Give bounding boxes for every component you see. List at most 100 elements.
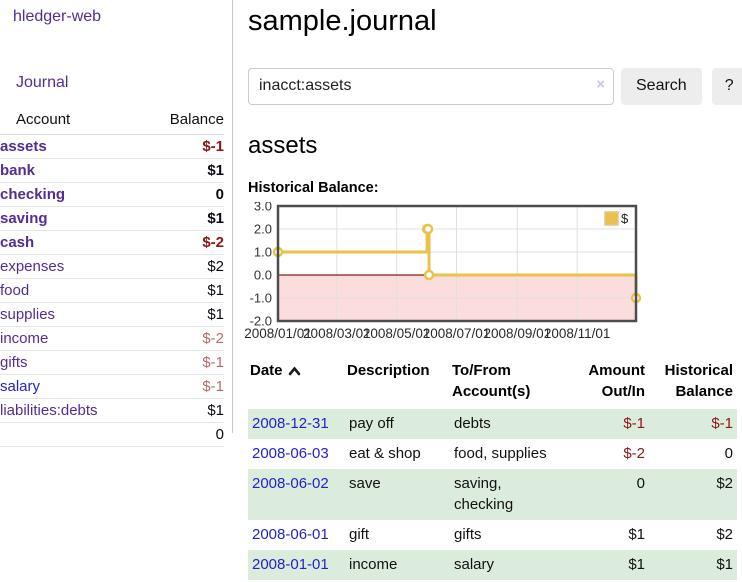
account-row: checking 0	[0, 182, 224, 207]
account-link-food[interactable]: food	[0, 282, 30, 299]
account-link-bank[interactable]: bank	[0, 162, 36, 179]
transaction-accounts: saving, checking	[454, 475, 514, 513]
account-link-income[interactable]: income	[0, 330, 49, 347]
account-balance: $-1	[143, 350, 224, 375]
account-link-salary[interactable]: salary	[0, 378, 41, 395]
account-balance: $-2	[143, 326, 224, 351]
y-tick-label: -2.0	[250, 314, 272, 329]
page-title: sample.journal	[248, 5, 437, 37]
transaction-row[interactable]: 2008-12-31 pay off debts $-1 $-1	[248, 408, 737, 440]
date-link[interactable]: 2008-01-01	[252, 556, 329, 574]
transaction-accounts: debts	[454, 414, 491, 432]
col-header-balance: Historical Balance	[664, 362, 733, 400]
account-row: liabilities:debts $1	[0, 398, 224, 423]
date-link[interactable]: 2008-06-02	[252, 475, 329, 493]
date-link[interactable]: 2008-06-03	[252, 445, 329, 463]
account-balance: $-2	[143, 230, 224, 255]
transaction-description: income	[349, 556, 398, 574]
transaction-accounts: salary	[454, 556, 495, 574]
transaction-description: pay off	[349, 414, 394, 432]
account-link-checking[interactable]: checking	[0, 186, 66, 203]
account-row: salary $-1	[0, 374, 224, 399]
sidebar: hledger-web Journal Account Balance asse…	[0, 0, 233, 447]
account-link-saving[interactable]: saving	[0, 210, 48, 227]
accounts-table-header-row: Account Balance	[0, 108, 224, 135]
account-balance: $2	[143, 254, 224, 279]
transaction-amount: $-2	[623, 445, 645, 463]
col-header-date[interactable]: Date	[248, 358, 345, 409]
accounts-total-row: 0	[0, 422, 224, 447]
legend-label: $	[621, 211, 629, 226]
accounts-header-account: Account	[0, 108, 144, 135]
transaction-amount: $1	[628, 556, 645, 574]
account-balance: $1	[143, 158, 224, 183]
search-box: ×	[248, 67, 614, 105]
account-row: saving $1	[0, 206, 224, 231]
transaction-row[interactable]: 2008-06-01 gift gifts $1 $2	[248, 520, 737, 550]
app-title-link[interactable]: hledger-web	[13, 8, 102, 25]
x-tick-label: 2008/11/01	[544, 326, 611, 341]
x-tick-label: 2008/03/01	[303, 326, 371, 341]
account-link-supplies[interactable]: supplies	[0, 306, 56, 323]
col-header-description: Description	[347, 362, 430, 380]
account-link-cash[interactable]: cash	[0, 234, 35, 251]
y-tick-label: -1.0	[250, 291, 272, 306]
accounts-table: Account Balance assets $-1 bank $1 checking 0…	[0, 108, 224, 447]
transaction-amount: 0	[636, 475, 645, 493]
clear-search-icon[interactable]: ×	[596, 75, 605, 93]
transaction-balance: 0	[724, 445, 733, 463]
data-point-marker	[423, 270, 435, 281]
transaction-accounts: food, supplies	[454, 445, 547, 463]
transaction-balance: $1	[716, 556, 733, 574]
account-row: food $1	[0, 278, 224, 303]
account-row: expenses $2	[0, 254, 224, 279]
transaction-amount: $1	[628, 525, 645, 543]
date-link[interactable]: 2008-12-31	[252, 414, 329, 432]
search-form: × Search ?	[248, 67, 742, 105]
date-link[interactable]: 2008-06-01	[252, 525, 329, 543]
main-content: sample.journal × Search ? assets Histori…	[244, 0, 742, 581]
transaction-description: gift	[349, 525, 370, 543]
account-balance: $1	[143, 206, 224, 231]
data-point-marker	[422, 224, 434, 235]
register-header-row: Date Description To/From Account(s) Amou…	[248, 358, 737, 409]
chart-title: Historical Balance:	[248, 180, 379, 197]
account-link-gifts[interactable]: gifts	[0, 354, 28, 371]
accounts-header-balance: Balance	[143, 108, 224, 135]
transaction-row[interactable]: 2008-06-02 save saving, checking 0 $2	[248, 469, 737, 520]
account-row: bank $1	[0, 158, 224, 183]
account-balance: $1	[143, 302, 224, 327]
account-row: gifts $-1	[0, 350, 224, 375]
sidebar-item-journal[interactable]: Journal	[16, 74, 69, 91]
accounts-total-value: 0	[143, 422, 224, 447]
transaction-row[interactable]: 2008-06-03 eat & shop food, supplies $-2 0	[248, 439, 737, 469]
account-balance: 0	[143, 182, 224, 207]
x-tick-label: 2008/01/01	[244, 326, 312, 341]
account-heading: assets	[248, 131, 318, 159]
account-row: income $-2	[0, 326, 224, 351]
account-row: assets $-1	[0, 134, 224, 159]
transaction-row[interactable]: 2008-01-01 income salary $1 $1	[248, 550, 737, 581]
col-header-accounts: To/From Account(s)	[452, 362, 531, 400]
sort-ascending-icon	[288, 366, 300, 376]
x-tick-label: 2008/05/01	[363, 326, 431, 341]
x-tick-label: 2008/07/01	[423, 326, 491, 341]
x-tick-label: 2008/09/01	[484, 326, 552, 341]
historical-balance-chart[interactable]: $3.0 2.0 1.0 0.0 -1.0 -2.0 2008/01/01 2008/03/0…	[242, 199, 737, 348]
y-tick-label: 3.0	[254, 202, 272, 214]
account-balance: $-1	[143, 134, 224, 159]
legend-swatch	[604, 211, 619, 227]
account-row: supplies $1	[0, 302, 224, 327]
account-balance: $-1	[143, 374, 224, 399]
y-tick-label: 2.0	[254, 222, 272, 237]
account-link-liabilities-debts[interactable]: liabilities:debts	[0, 402, 98, 419]
account-link-expenses[interactable]: expenses	[0, 258, 65, 275]
account-balance: $1	[143, 398, 224, 423]
account-balance: $1	[143, 278, 224, 303]
search-button[interactable]: Search	[621, 67, 702, 105]
y-tick-label: 0.0	[254, 268, 272, 283]
account-link-assets[interactable]: assets	[0, 138, 47, 155]
help-button[interactable]: ?	[711, 67, 742, 105]
transaction-description: eat & shop	[349, 445, 421, 463]
search-input[interactable]	[248, 67, 614, 105]
